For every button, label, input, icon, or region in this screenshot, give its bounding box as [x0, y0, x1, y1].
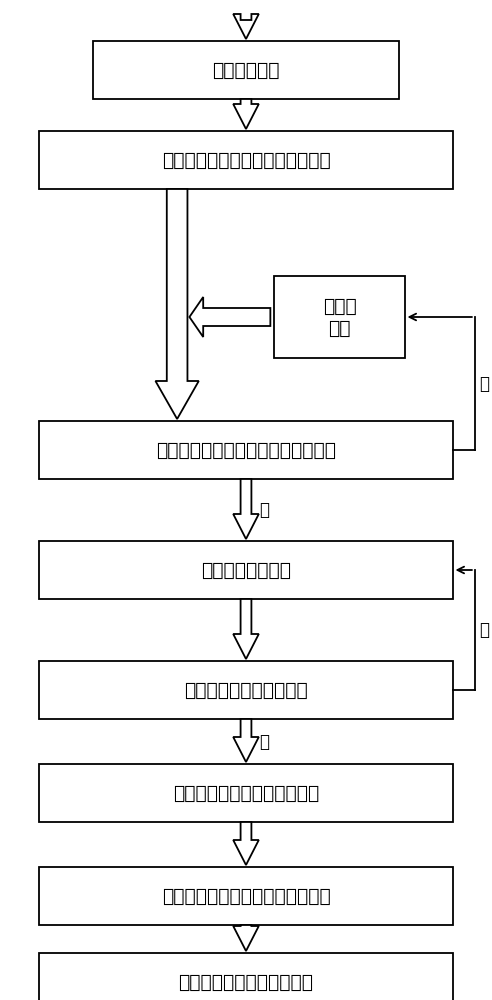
- Polygon shape: [189, 297, 270, 337]
- Bar: [39, 953, 453, 1000]
- Text: 数据处理模块对输入数据进行处理: 数据处理模块对输入数据进行处理: [162, 886, 330, 906]
- Polygon shape: [233, 719, 259, 762]
- Text: 管理员
授权: 管理员 授权: [323, 296, 356, 338]
- Polygon shape: [233, 599, 259, 659]
- Polygon shape: [233, 822, 259, 865]
- Text: 进入数据输入模块，输入数据: 进入数据输入模块，输入数据: [173, 784, 319, 802]
- Polygon shape: [233, 99, 259, 129]
- Text: 鉴别用户输入的身份信息: 鉴别用户输入的身份信息: [184, 680, 308, 700]
- Text: 是: 是: [259, 732, 269, 750]
- Text: 进入用户登录模块: 进入用户登录模块: [201, 560, 291, 580]
- Bar: [39, 131, 453, 189]
- Text: 进入激活模块: 进入激活模块: [212, 60, 280, 80]
- Polygon shape: [233, 14, 259, 39]
- Text: 识别用户终端，并生成相应机器码: 识别用户终端，并生成相应机器码: [162, 150, 330, 169]
- Bar: [39, 764, 453, 822]
- Polygon shape: [233, 925, 259, 951]
- Polygon shape: [233, 479, 259, 539]
- Polygon shape: [155, 189, 199, 419]
- Text: 数据输出模块输出计算结果: 数据输出模块输出计算结果: [179, 972, 313, 992]
- Text: 否: 否: [479, 621, 489, 639]
- Bar: [93, 41, 399, 99]
- Text: 否: 否: [479, 374, 489, 392]
- Bar: [39, 661, 453, 719]
- Text: 用户输入注册码，与授权注册码比对: 用户输入注册码，与授权注册码比对: [156, 440, 336, 460]
- Bar: [39, 541, 453, 599]
- Bar: [275, 276, 404, 358]
- Bar: [39, 867, 453, 925]
- Bar: [39, 421, 453, 479]
- Text: 是: 是: [259, 501, 269, 519]
